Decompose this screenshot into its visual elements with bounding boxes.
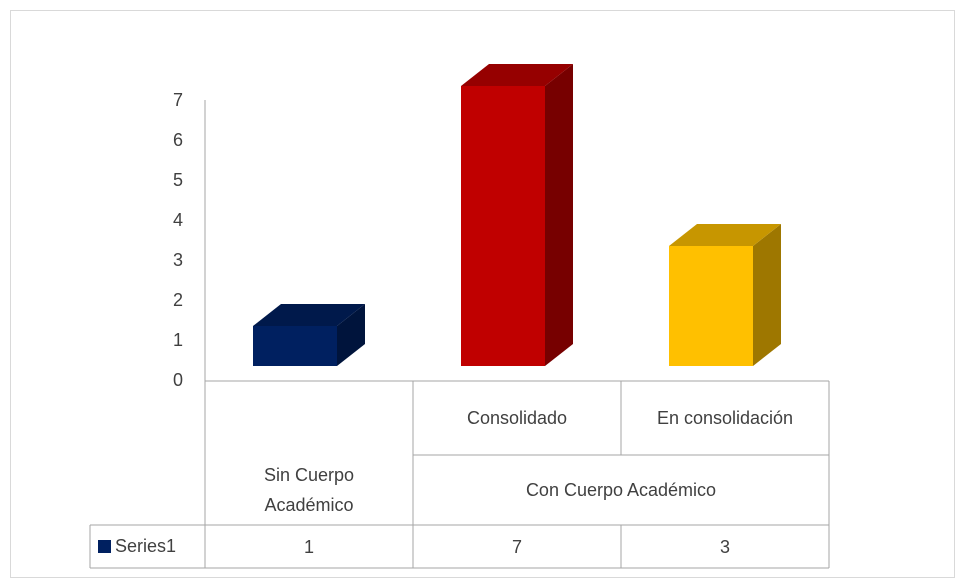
x-group-label-text: Sin Cuerpo Académico [263,465,355,515]
x-tick-label: En consolidación [621,381,829,455]
x-group-label: Sin Cuerpo Académico [205,455,413,525]
bar-side [337,304,365,366]
data-table-lines [89,380,830,569]
x-tick-label-text: Consolidado [466,408,568,428]
y-tick-label: 2 [173,290,183,310]
x-group-label: Con Cuerpo Académico [413,455,829,525]
legend-label: Series1 [115,536,176,556]
x-tick-label: Consolidado [413,381,621,455]
bar-side [753,224,781,366]
y-tick-label: 1 [173,330,183,350]
data-table-value-text: 3 [719,536,730,557]
y-tick-label: 3 [173,250,183,270]
data-table-value-text: 7 [511,536,522,557]
legend-key [98,540,111,553]
bar-top [461,64,573,86]
x-tick-label-text: En consolidación [656,408,794,428]
data-table-value-text: 1 [303,536,314,557]
bar-top [253,304,365,326]
bar-side [545,64,573,366]
bar [669,246,753,366]
data-table-value: 7 [413,525,621,568]
y-tick-label: 4 [173,210,183,230]
data-table-value: 1 [205,525,413,568]
bar-top [669,224,781,246]
x-group-label-text: Con Cuerpo Académico [525,480,717,500]
chart-frame [10,10,955,578]
bar [461,86,545,366]
data-table-value: 3 [621,525,829,568]
y-tick-label: 5 [173,170,183,190]
y-tick-label: 0 [173,370,183,390]
y-tick-label: 7 [173,90,183,110]
bar [253,326,337,366]
y-tick-label: 6 [173,130,183,150]
